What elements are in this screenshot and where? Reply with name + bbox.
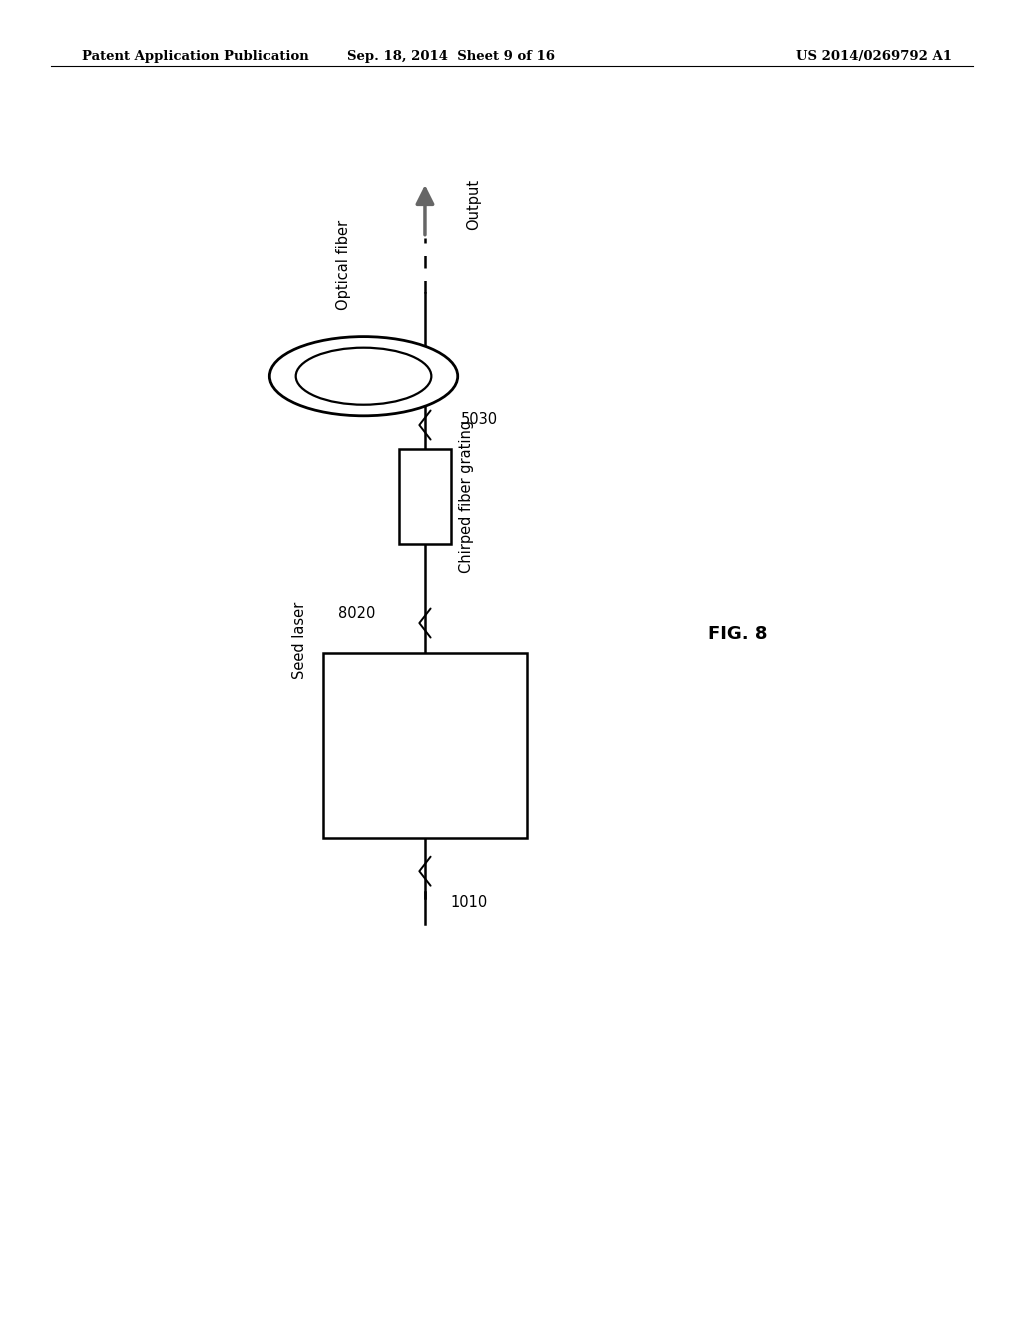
Text: Patent Application Publication: Patent Application Publication bbox=[82, 50, 308, 63]
Text: Output: Output bbox=[466, 180, 481, 230]
Text: Chirped fiber grating: Chirped fiber grating bbox=[459, 420, 474, 573]
Text: 8020: 8020 bbox=[338, 606, 375, 622]
Ellipse shape bbox=[269, 337, 458, 416]
Text: FIG. 8: FIG. 8 bbox=[708, 624, 767, 643]
Text: 1010: 1010 bbox=[451, 895, 487, 909]
Text: Sep. 18, 2014  Sheet 9 of 16: Sep. 18, 2014 Sheet 9 of 16 bbox=[346, 50, 555, 63]
Bar bbox=[399, 449, 451, 544]
Text: Seed laser: Seed laser bbox=[292, 602, 307, 678]
Ellipse shape bbox=[296, 347, 431, 405]
Text: Optical fiber: Optical fiber bbox=[336, 220, 350, 310]
Bar bbox=[323, 653, 527, 838]
Text: US 2014/0269792 A1: US 2014/0269792 A1 bbox=[797, 50, 952, 63]
Text: 5030: 5030 bbox=[461, 412, 498, 428]
